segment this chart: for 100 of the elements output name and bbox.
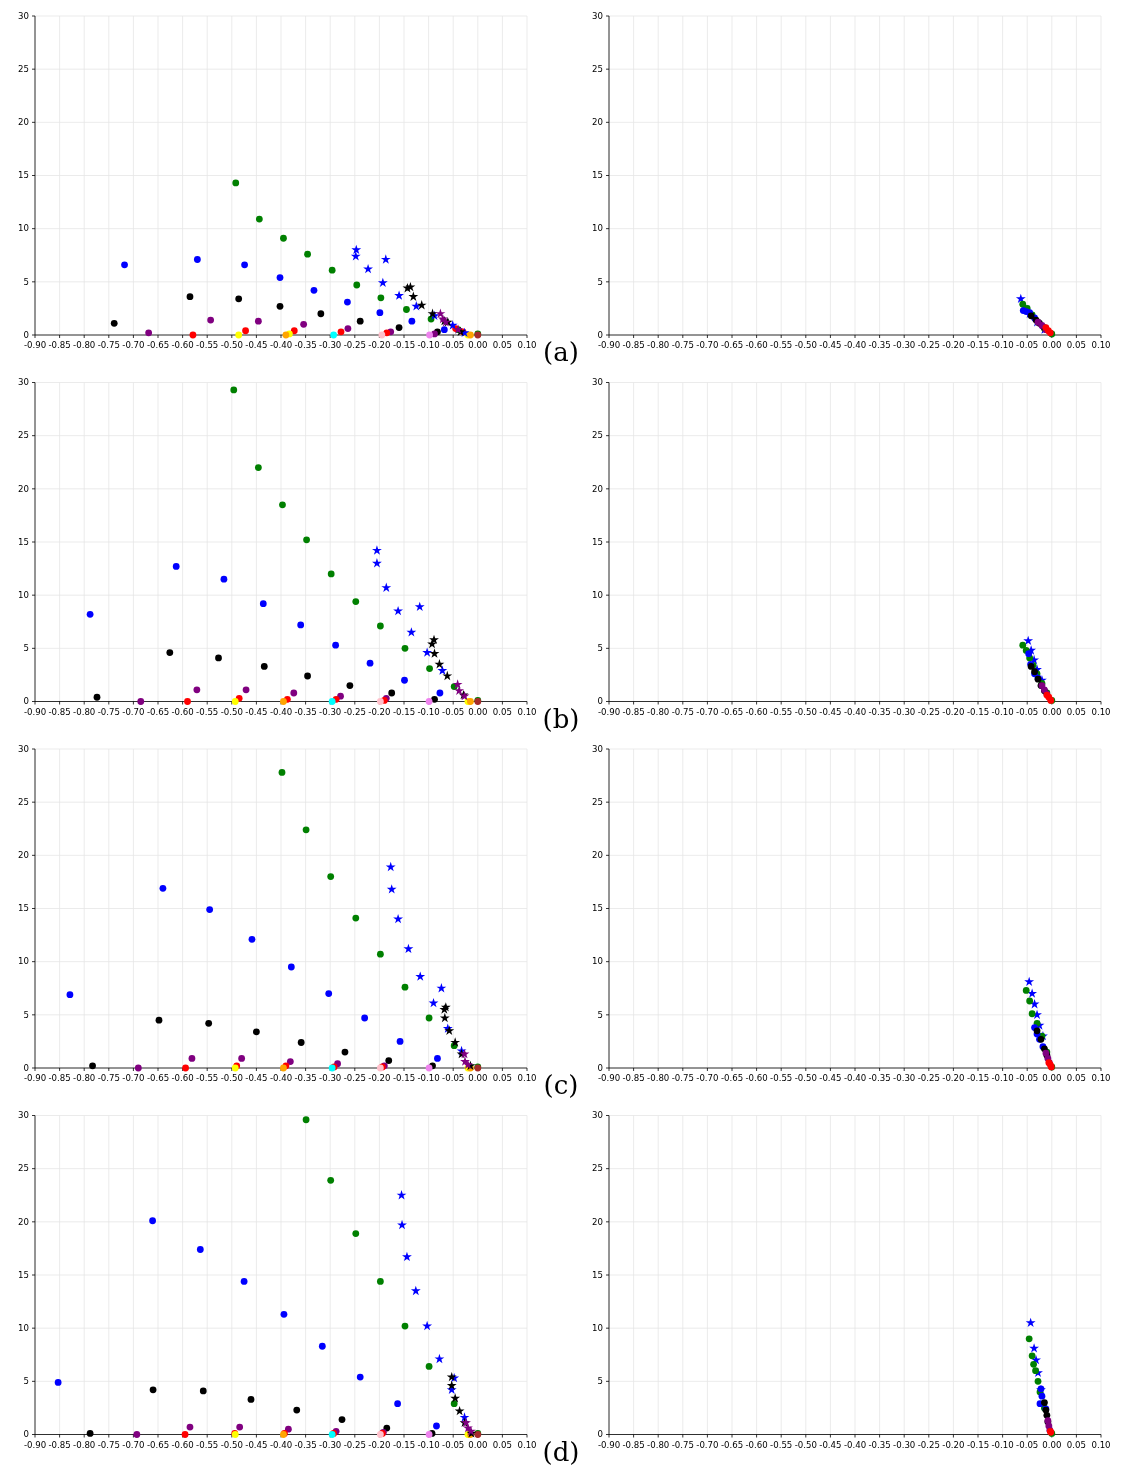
x-tick-label: -0.10 <box>417 1439 440 1450</box>
x-tick-label: -0.75 <box>97 1439 120 1450</box>
x-tick-label: -0.30 <box>319 340 342 350</box>
x-tick-label: -0.90 <box>23 706 47 717</box>
x-tick-label: -0.05 <box>1016 1073 1039 1083</box>
y-tick-label: 5 <box>23 643 29 654</box>
x-tick-label: -0.80 <box>647 706 670 717</box>
x-tick-label: -0.60 <box>745 340 768 350</box>
x-tick-label: -0.05 <box>442 706 465 717</box>
x-tick-label: -0.90 <box>23 1439 47 1450</box>
x-tick-label: -0.20 <box>368 1439 391 1450</box>
y-tick-label: 25 <box>592 796 603 807</box>
x-tick-label: -0.10 <box>417 340 440 350</box>
x-tick-label: -0.60 <box>171 340 194 350</box>
x-tick-label: -0.40 <box>269 1073 293 1083</box>
y-tick-label: 10 <box>592 1322 603 1333</box>
y-tick-label: 25 <box>592 63 603 74</box>
x-tick-label: -0.40 <box>843 1439 867 1450</box>
y-tick-label: 5 <box>23 276 29 287</box>
y-tick-label: 25 <box>592 1163 603 1174</box>
x-tick-label: 0.10 <box>1091 1073 1111 1083</box>
x-tick-label: -0.20 <box>368 1073 391 1083</box>
x-tick-label: 0.10 <box>517 340 537 350</box>
x-tick-label: -0.20 <box>942 706 965 717</box>
x-tick-label: -0.45 <box>819 340 842 350</box>
x-tick-label: -0.35 <box>868 340 891 350</box>
x-tick-label: 0.05 <box>1066 1439 1086 1450</box>
x-tick-label: -0.70 <box>122 706 145 717</box>
x-tick-label: -0.60 <box>171 1073 194 1083</box>
x-tick-label: 0.05 <box>1066 706 1086 717</box>
x-tick-label: -0.80 <box>647 340 670 350</box>
x-tick-label: -0.80 <box>647 1439 670 1450</box>
x-tick-label: -0.75 <box>97 1073 120 1083</box>
y-tick-label: 5 <box>597 1376 603 1387</box>
x-tick-label: -0.80 <box>73 1073 96 1083</box>
x-tick-label: -0.90 <box>597 1439 621 1450</box>
x-tick-label: -0.45 <box>819 1073 842 1083</box>
x-tick-label: -0.05 <box>1016 340 1039 350</box>
x-tick-label: -0.15 <box>392 706 416 717</box>
x-tick-label: -0.15 <box>966 1439 990 1450</box>
x-tick-label: -0.90 <box>597 1073 621 1083</box>
x-tick-label: -0.85 <box>622 706 645 717</box>
y-tick-label: 25 <box>18 796 29 807</box>
x-tick-label: -0.15 <box>966 706 990 717</box>
y-tick-label: 10 <box>592 589 603 600</box>
x-tick-label: 0.00 <box>468 1073 488 1083</box>
x-tick-label: 0.00 <box>1042 706 1062 717</box>
y-tick-label: 20 <box>592 850 603 861</box>
x-tick-label: -0.05 <box>442 340 465 350</box>
x-tick-label: -0.80 <box>73 1439 96 1450</box>
x-tick-label: -0.80 <box>73 340 96 350</box>
x-tick-label: -0.50 <box>220 340 243 350</box>
x-tick-label: -0.90 <box>23 340 47 350</box>
y-tick-label: 10 <box>18 956 29 967</box>
x-tick-label: -0.75 <box>97 340 120 350</box>
x-tick-label: -0.70 <box>122 1439 145 1450</box>
x-tick-label: -0.20 <box>368 706 391 717</box>
y-tick-label: 0 <box>23 1429 29 1440</box>
y-tick-label: 30 <box>18 743 29 754</box>
x-tick-label: 0.00 <box>468 1439 488 1450</box>
x-tick-label: -0.70 <box>696 706 719 717</box>
text: (d) <box>542 1436 580 1467</box>
x-tick-label: -0.55 <box>196 340 219 350</box>
x-tick-label: -0.85 <box>48 340 71 350</box>
x-tick-label: 0.00 <box>468 340 488 350</box>
y-tick-label: 10 <box>592 223 603 234</box>
x-tick-label: -0.30 <box>893 340 916 350</box>
y-tick-label: 25 <box>18 1163 29 1174</box>
x-tick-label: -0.10 <box>991 706 1014 717</box>
x-tick-label: -0.40 <box>269 1439 293 1450</box>
x-tick-label: 0.05 <box>492 1073 512 1083</box>
x-tick-label: -0.05 <box>1016 1439 1039 1450</box>
x-tick-label: 0.10 <box>517 1439 537 1450</box>
y-tick-label: 15 <box>592 170 603 181</box>
y-tick-label: 0 <box>23 696 29 707</box>
x-tick-label: 0.10 <box>1091 1439 1111 1450</box>
x-tick-label: -0.75 <box>671 1439 694 1450</box>
y-tick-label: 30 <box>592 743 603 754</box>
x-tick-label: -0.15 <box>392 1439 416 1450</box>
text: (b) <box>542 703 580 734</box>
x-tick-label: -0.80 <box>73 706 96 717</box>
text: (c) <box>543 1070 579 1100</box>
x-tick-label: -0.20 <box>942 1439 965 1450</box>
y-tick-label: 25 <box>18 430 29 441</box>
x-tick-label: -0.15 <box>392 340 416 350</box>
x-tick-label: -0.60 <box>745 1439 768 1450</box>
x-tick-label: -0.40 <box>269 340 293 350</box>
x-tick-label: -0.05 <box>442 1439 465 1450</box>
y-tick-label: 30 <box>18 10 29 21</box>
x-tick-label: -0.30 <box>893 1439 916 1450</box>
x-tick-label: 0.00 <box>1042 1073 1062 1083</box>
x-tick-label: -0.50 <box>794 1439 817 1450</box>
x-tick-label: -0.80 <box>647 1073 670 1083</box>
x-tick-label: -0.50 <box>794 706 817 717</box>
y-tick-label: 30 <box>18 1110 29 1121</box>
x-tick-label: -0.35 <box>868 1073 891 1083</box>
x-tick-label: 0.00 <box>1042 1439 1062 1450</box>
x-tick-label: -0.40 <box>843 1073 867 1083</box>
x-tick-label: -0.15 <box>966 340 990 350</box>
x-tick-label: -0.55 <box>196 1439 219 1450</box>
